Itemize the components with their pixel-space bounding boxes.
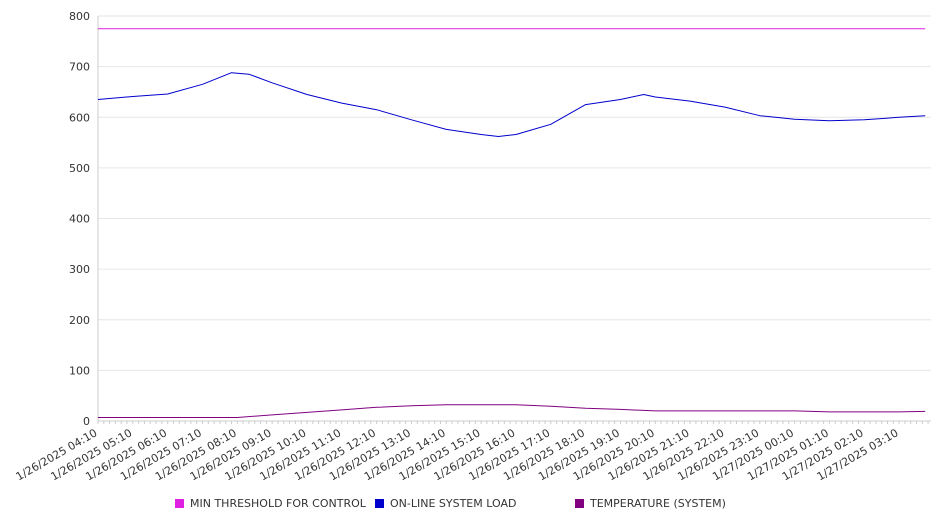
legend-item-system-load[interactable]: ON-LINE SYSTEM LOAD	[375, 497, 516, 510]
x-tick-labels: 1/26/2025 04:101/26/2025 05:101/26/2025 …	[14, 426, 901, 483]
y-tick-label-600: 600	[69, 111, 90, 124]
legend-label-temperature: TEMPERATURE (SYSTEM)	[590, 497, 726, 510]
series-lines	[97, 28, 926, 418]
legend-label-system-load: ON-LINE SYSTEM LOAD	[390, 497, 517, 510]
y-tick-labels: 0 100 200 300 400 500 600 700 800	[69, 10, 90, 428]
y-tick-label-700: 700	[69, 61, 90, 74]
y-tick-label-0: 0	[83, 415, 90, 428]
axes	[97, 16, 931, 424]
legend-swatch-min-threshold	[175, 499, 184, 508]
series-line-system-load	[97, 72, 926, 137]
legend-label-min-threshold: MIN THRESHOLD FOR CONTROL	[190, 497, 366, 510]
y-tick-label-500: 500	[69, 162, 90, 175]
y-tick-label-800: 800	[69, 10, 90, 23]
legend: MIN THRESHOLD FOR CONTROL ON-LINE SYSTEM…	[0, 497, 946, 515]
legend-swatch-temperature	[575, 499, 584, 508]
legend-swatch-system-load	[375, 499, 384, 508]
legend-item-temperature[interactable]: TEMPERATURE (SYSTEM)	[575, 497, 726, 510]
y-tick-label-100: 100	[69, 364, 90, 377]
grid-lines	[98, 15, 931, 422]
y-tick-label-300: 300	[69, 263, 90, 276]
y-tick-label-200: 200	[69, 314, 90, 327]
legend-item-min-threshold[interactable]: MIN THRESHOLD FOR CONTROL	[175, 497, 366, 510]
y-tick-label-400: 400	[69, 213, 90, 226]
series-line-temperature	[98, 404, 926, 418]
